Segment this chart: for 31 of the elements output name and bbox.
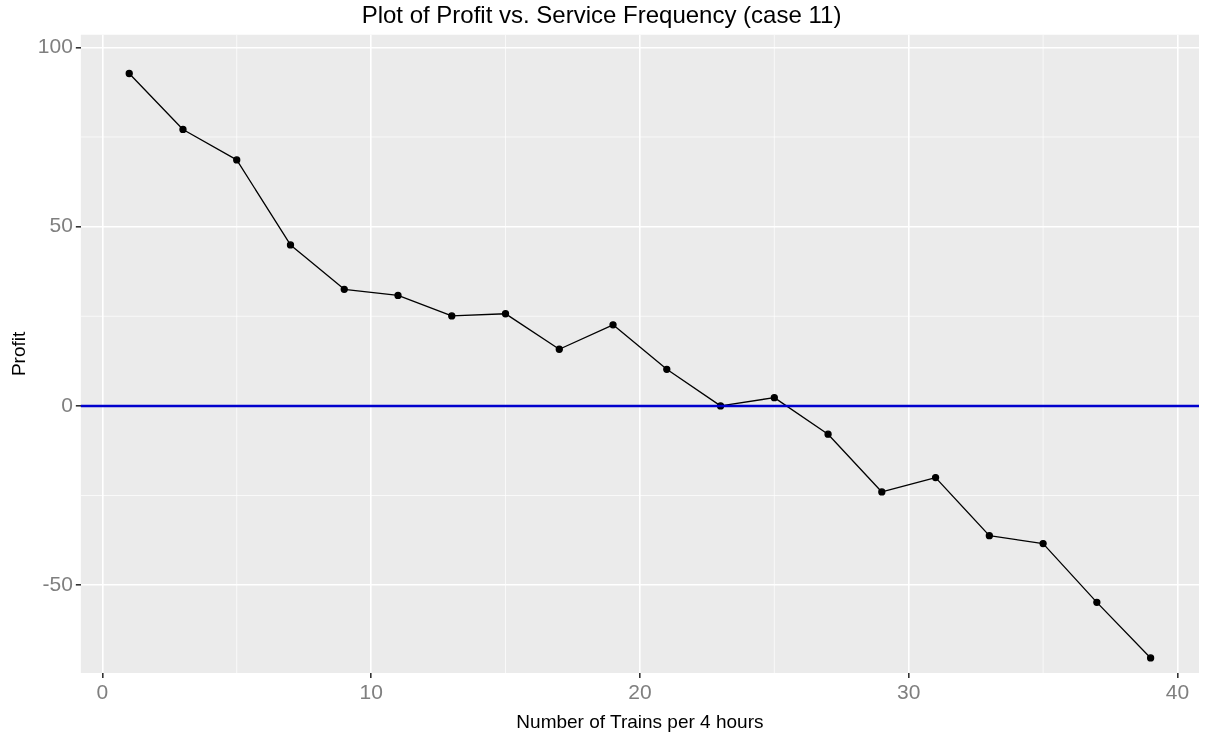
x-tick-label: 10 <box>359 680 383 704</box>
y-tick-label: 100 <box>37 34 73 58</box>
y-tick-label: 0 <box>61 392 73 416</box>
point <box>286 241 295 249</box>
x-tick-label: 40 <box>1165 680 1190 704</box>
point <box>824 430 832 438</box>
point <box>233 156 241 164</box>
y-tick-label: 50 <box>49 213 73 237</box>
point <box>609 321 617 329</box>
chart-title: Plot of Profit vs. Service Frequency (case 11) <box>361 1 842 29</box>
point <box>501 310 510 318</box>
x-axis-title: Number of Trains per 4 hours <box>516 710 764 732</box>
point <box>663 365 671 373</box>
x-tick-label: 20 <box>628 680 652 704</box>
point <box>394 291 402 300</box>
x-tick-label: 30 <box>897 680 921 704</box>
y-tick-label: -50 <box>42 571 73 595</box>
point <box>878 488 886 496</box>
point <box>931 473 940 482</box>
point <box>448 312 456 320</box>
point <box>770 393 778 402</box>
point <box>985 532 993 540</box>
point <box>340 285 348 294</box>
point <box>179 125 187 134</box>
point <box>1146 654 1155 662</box>
point <box>1039 539 1047 548</box>
x-tick-label: 0 <box>96 680 109 704</box>
y-axis-title: Profit <box>7 331 29 377</box>
point <box>555 345 563 353</box>
point <box>1093 598 1101 607</box>
point <box>125 69 133 78</box>
